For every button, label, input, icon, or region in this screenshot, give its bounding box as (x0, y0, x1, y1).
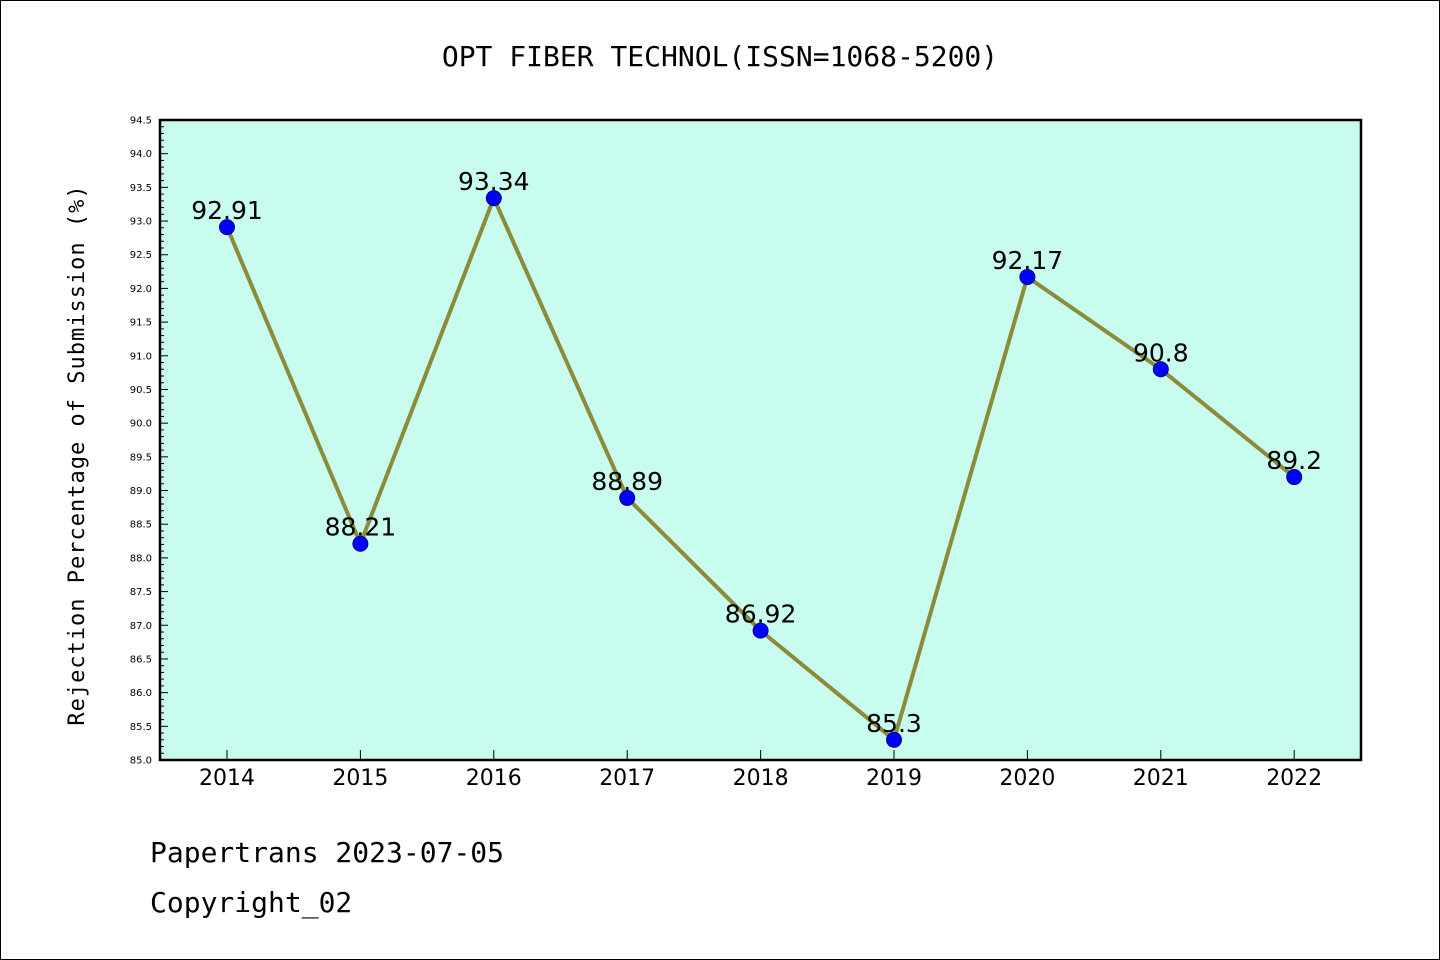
y-tick-label: 86.0 (130, 688, 152, 699)
x-tick-label: 2014 (199, 766, 255, 791)
data-point (752, 622, 769, 639)
y-tick-label: 87.0 (130, 621, 152, 632)
plot-area (160, 120, 1361, 760)
y-tick-label: 88.5 (130, 520, 152, 531)
data-label: 89.2 (1266, 446, 1322, 475)
plot-border (158, 118, 1363, 762)
x-tick-label: 2019 (866, 766, 922, 791)
data-label: 88.89 (591, 467, 663, 496)
data-points (219, 190, 1303, 748)
y-tick-label: 91.0 (130, 351, 152, 362)
y-tick-label: 91.5 (130, 318, 152, 329)
data-label: 85.3 (866, 709, 922, 738)
data-label: 88.21 (325, 513, 397, 542)
data-point (1286, 469, 1303, 486)
data-point (219, 219, 235, 236)
y-tick-label: 89.0 (130, 486, 152, 497)
data-label: 93.34 (458, 167, 530, 196)
x-axis: 2014 2015 2016 2017 2018 2019 2020 2021 2022 (199, 750, 1322, 791)
y-tick-label: 86.5 (130, 654, 152, 665)
y-tick-label: 94.5 (130, 116, 152, 127)
x-tick-label: 2022 (1266, 766, 1322, 791)
y-tick-label: 87.5 (130, 587, 152, 598)
data-point (1019, 268, 1036, 285)
data-label: 92.91 (191, 196, 263, 225)
x-tick-label: 2020 (999, 766, 1055, 791)
footer-copyright: Copyright_02 (150, 886, 353, 919)
data-point (886, 731, 902, 748)
y-tick-label: 92.5 (130, 250, 152, 261)
x-tick-label: 2017 (599, 766, 655, 791)
data-label: 92.17 (992, 246, 1064, 275)
data-point (352, 535, 369, 552)
x-tick-label: 2015 (332, 766, 388, 791)
data-point (485, 190, 502, 207)
data-label: 90.8 (1133, 338, 1189, 367)
y-tick-label: 90.5 (130, 385, 152, 396)
chart-title: OPT FIBER TECHNOL(ISSN=1068-5200) (442, 40, 998, 73)
data-point (1152, 361, 1169, 378)
y-tick-label: 94.0 (130, 149, 152, 160)
x-tick-label: 2018 (733, 766, 789, 791)
y-tick-label: 93.5 (130, 183, 152, 194)
y-tick-label: 92.0 (130, 284, 152, 295)
x-tick-label: 2021 (1133, 766, 1189, 791)
y-tick-label: 89.5 (130, 452, 152, 463)
y-tick-label: 93.0 (130, 217, 152, 228)
x-tick-label: 2016 (466, 766, 522, 791)
footer-date: Papertrans 2023-07-05 (150, 836, 505, 869)
y-tick-label: 88.0 (130, 553, 152, 564)
data-labels: 92.91 88.21 93.34 88.89 86.92 85.3 92.17 90.8 89… (191, 167, 1322, 738)
y-axis-label: Rejection Percentage of Submission (%) (65, 184, 90, 725)
y-tick-label: 85.0 (130, 756, 152, 767)
y-tick-label: 85.5 (130, 722, 152, 733)
y-tick-label: 90.0 (130, 419, 152, 430)
data-label: 86.92 (725, 600, 797, 629)
data-point (619, 489, 636, 506)
